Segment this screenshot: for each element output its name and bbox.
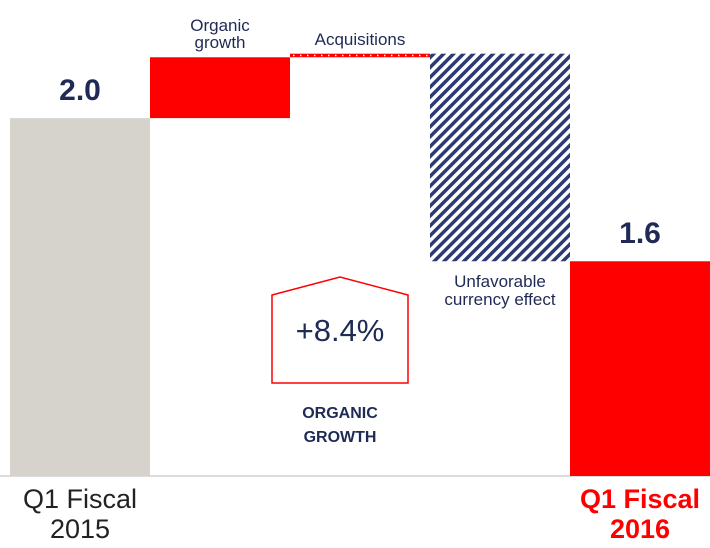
x-tick-label: Q1 Fiscal 2015 [22,484,138,544]
category-label: Unfavorable currency effect [444,272,556,310]
annotation-box [271,276,409,384]
bar [290,53,430,58]
value-label: 1.6 [619,217,661,251]
value-label: 2.0 [59,74,101,108]
category-label: Organic growth [190,16,250,53]
category-label: Acquisitions [314,29,406,49]
bar [430,53,570,262]
bar [10,118,150,477]
bar [570,261,710,476]
annotation-value: +8.4% [296,313,385,348]
bar [150,57,290,119]
x-tick-label: Q1 Fiscal 2016 [579,484,701,544]
annotation-label: ORGANIC GROWTH [302,405,378,446]
